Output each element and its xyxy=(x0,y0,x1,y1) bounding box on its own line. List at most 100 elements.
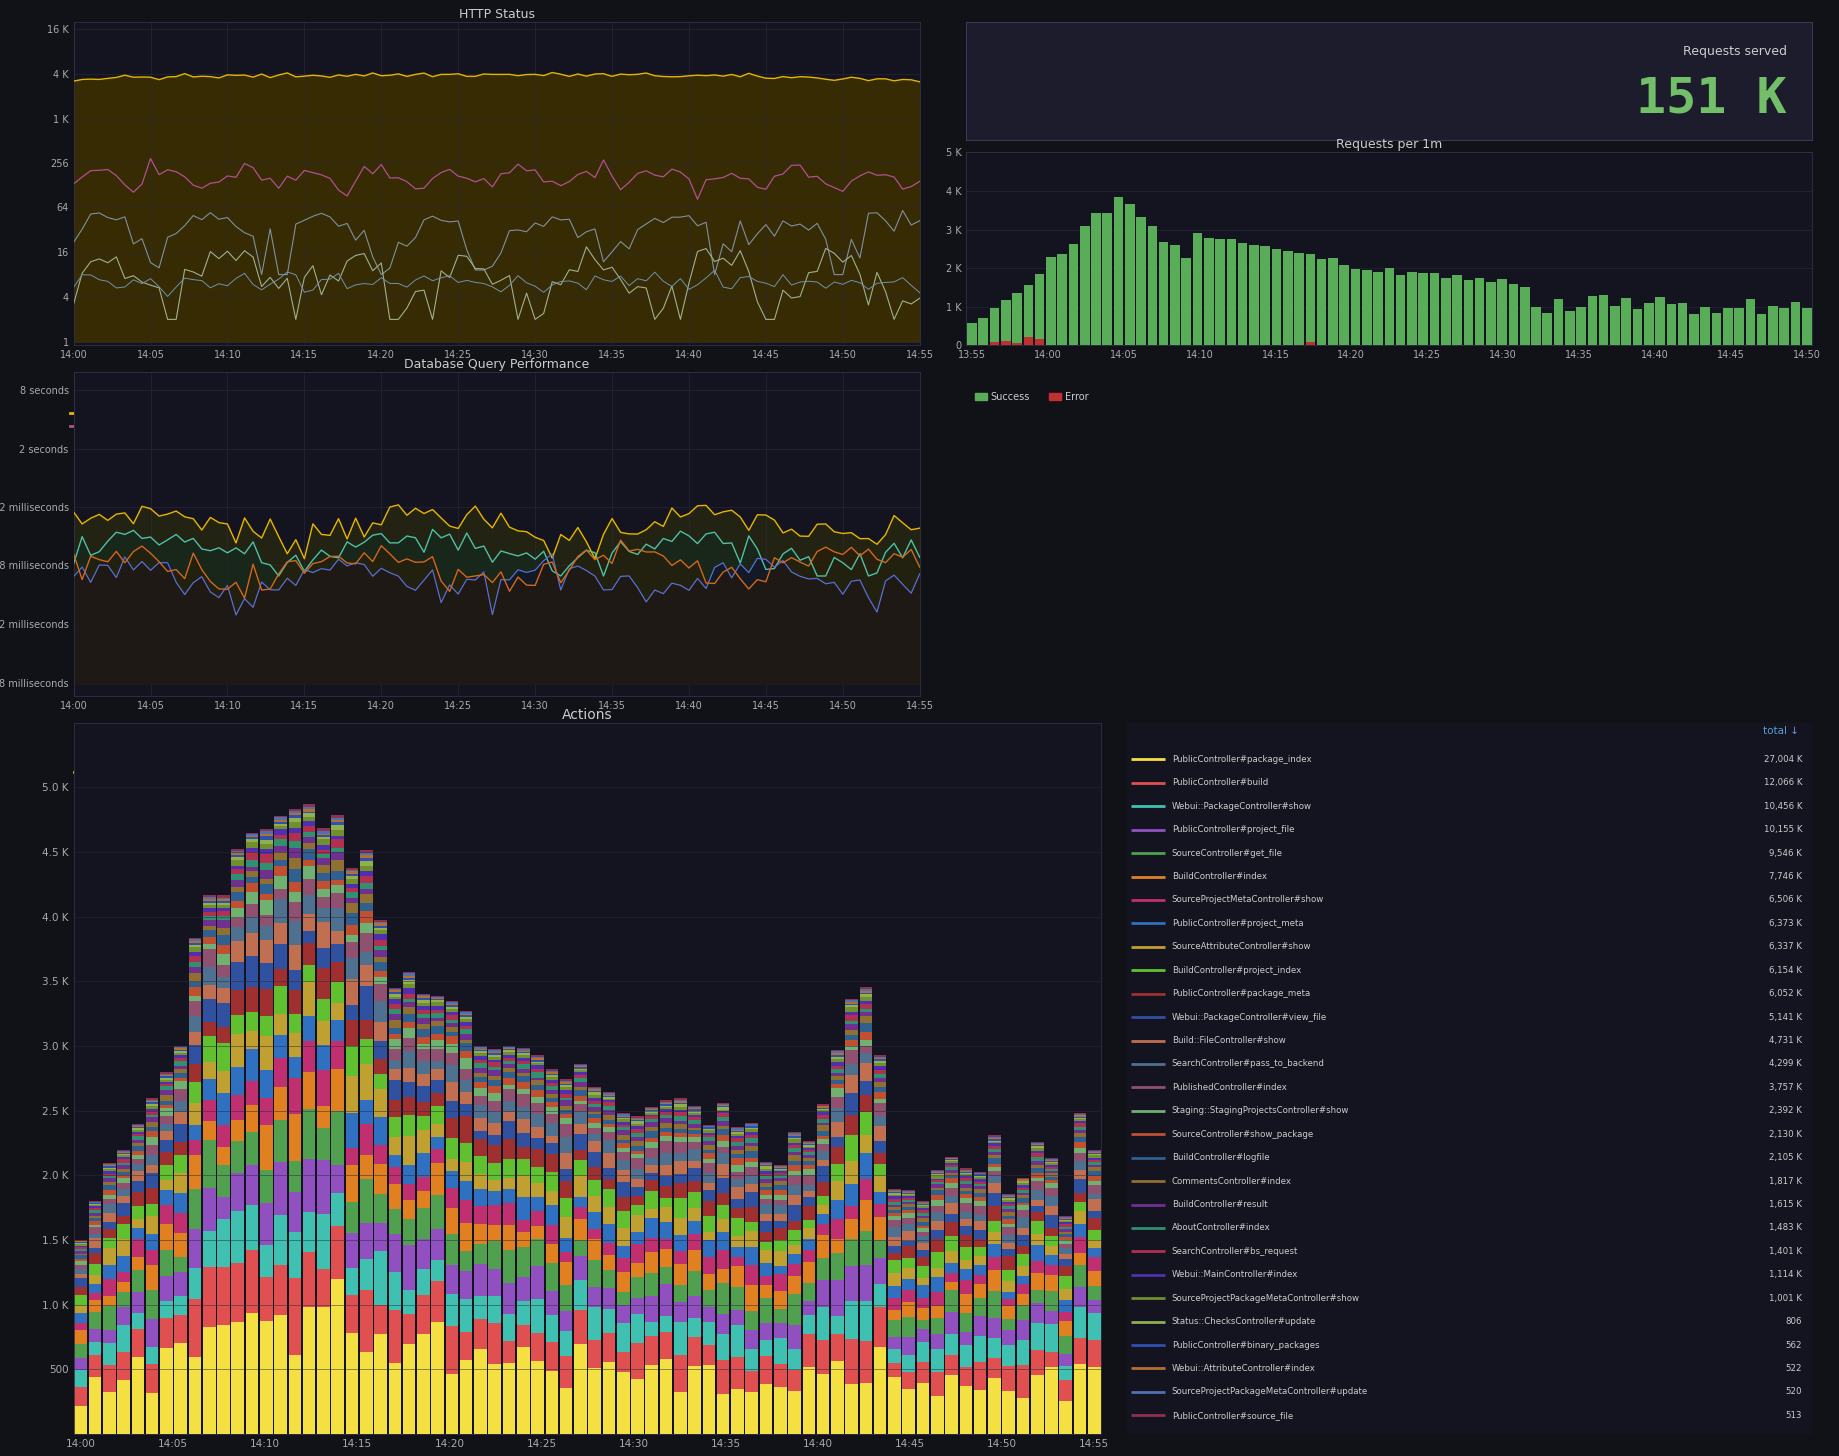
Bar xyxy=(603,1334,614,1361)
Bar xyxy=(916,1383,929,1434)
Bar xyxy=(603,1153,614,1168)
Bar xyxy=(1710,313,1719,345)
P50 xyxy=(857,588,879,606)
Bar xyxy=(474,1264,487,1296)
Bar xyxy=(403,1136,416,1165)
Bar xyxy=(802,1158,815,1160)
Line: P50: P50 xyxy=(74,553,920,614)
Bar xyxy=(574,1255,587,1280)
Bar xyxy=(874,1239,886,1258)
Bar xyxy=(1011,293,1021,345)
Bar xyxy=(831,1239,844,1254)
Bar xyxy=(1074,1127,1085,1130)
Bar xyxy=(460,1069,473,1079)
Bar xyxy=(132,1130,143,1131)
Bar xyxy=(1260,246,1269,345)
Bar xyxy=(702,1307,715,1322)
Bar xyxy=(531,1184,544,1197)
Bar xyxy=(1074,1364,1085,1434)
Bar xyxy=(645,1252,658,1273)
Text: Webui::PackageController#show: Webui::PackageController#show xyxy=(1171,802,1311,811)
Bar xyxy=(688,1181,701,1192)
Bar xyxy=(232,869,245,874)
Bar xyxy=(673,1264,686,1286)
Bar xyxy=(660,1176,671,1187)
Bar xyxy=(1113,197,1124,345)
Bar xyxy=(888,1238,901,1246)
Bar xyxy=(546,1245,557,1262)
Bar xyxy=(688,1160,701,1168)
Bar xyxy=(688,1168,701,1181)
Bar xyxy=(559,1109,572,1114)
Bar xyxy=(817,1341,829,1374)
Bar xyxy=(502,1283,515,1315)
Bar xyxy=(246,1105,257,1131)
Bar xyxy=(531,1197,544,1210)
Bar xyxy=(403,1082,416,1098)
Bar xyxy=(631,1277,644,1297)
Bar xyxy=(631,1169,644,1179)
Bar xyxy=(517,1053,530,1056)
Bar xyxy=(259,1277,272,1321)
Bar xyxy=(1059,1238,1072,1239)
Bar xyxy=(232,901,245,909)
Bar xyxy=(316,1268,329,1307)
Bar xyxy=(346,942,359,958)
Bar xyxy=(1017,1398,1028,1434)
Bar xyxy=(559,1198,572,1217)
Bar xyxy=(760,1385,772,1434)
Bar xyxy=(274,1315,287,1434)
Bar xyxy=(1087,1248,1100,1257)
Bar xyxy=(1000,341,1010,345)
Bar xyxy=(588,1152,601,1168)
Bar xyxy=(916,1222,929,1226)
Bar xyxy=(760,1204,772,1214)
Bar xyxy=(487,1067,500,1070)
Bar xyxy=(202,999,215,1022)
Bar xyxy=(730,1257,743,1267)
Bar xyxy=(417,1073,430,1086)
Bar xyxy=(588,1092,601,1095)
Bar xyxy=(289,1192,302,1232)
Bar xyxy=(588,1367,601,1434)
Bar xyxy=(831,1254,844,1280)
Bar xyxy=(673,1153,686,1162)
Bar xyxy=(774,1241,785,1251)
Bar xyxy=(517,1248,530,1277)
Bar xyxy=(802,1262,815,1283)
Bar xyxy=(688,1117,701,1120)
Bar xyxy=(175,1061,188,1066)
Bar xyxy=(360,855,371,858)
Bar xyxy=(132,1140,143,1143)
Bar xyxy=(931,1190,943,1195)
Bar xyxy=(603,1140,614,1153)
Bar xyxy=(331,1192,344,1226)
Bar xyxy=(360,910,371,923)
Bar xyxy=(916,1243,929,1249)
Bar xyxy=(132,1219,143,1227)
Bar xyxy=(645,1239,658,1252)
Bar xyxy=(346,1203,359,1233)
Bar xyxy=(1030,1156,1043,1160)
Bar xyxy=(916,1286,929,1297)
Bar xyxy=(517,1069,530,1073)
Bar xyxy=(74,1255,86,1258)
Bar xyxy=(1059,1267,1072,1277)
Bar xyxy=(331,1003,344,1021)
Bar xyxy=(316,831,329,834)
Bar xyxy=(1396,275,1405,345)
Bar xyxy=(874,1061,886,1063)
Bar xyxy=(831,1334,844,1361)
Bar xyxy=(373,926,386,927)
Bar xyxy=(631,1152,644,1155)
Bar xyxy=(717,1111,728,1112)
Bar xyxy=(1059,1248,1072,1254)
Bar xyxy=(931,1182,943,1184)
Bar xyxy=(289,1032,302,1057)
Bar xyxy=(831,1147,844,1163)
Bar xyxy=(802,1160,815,1165)
Bar xyxy=(559,1286,572,1312)
Bar xyxy=(1030,1172,1043,1178)
Bar xyxy=(460,1332,473,1360)
Bar xyxy=(660,1107,671,1109)
